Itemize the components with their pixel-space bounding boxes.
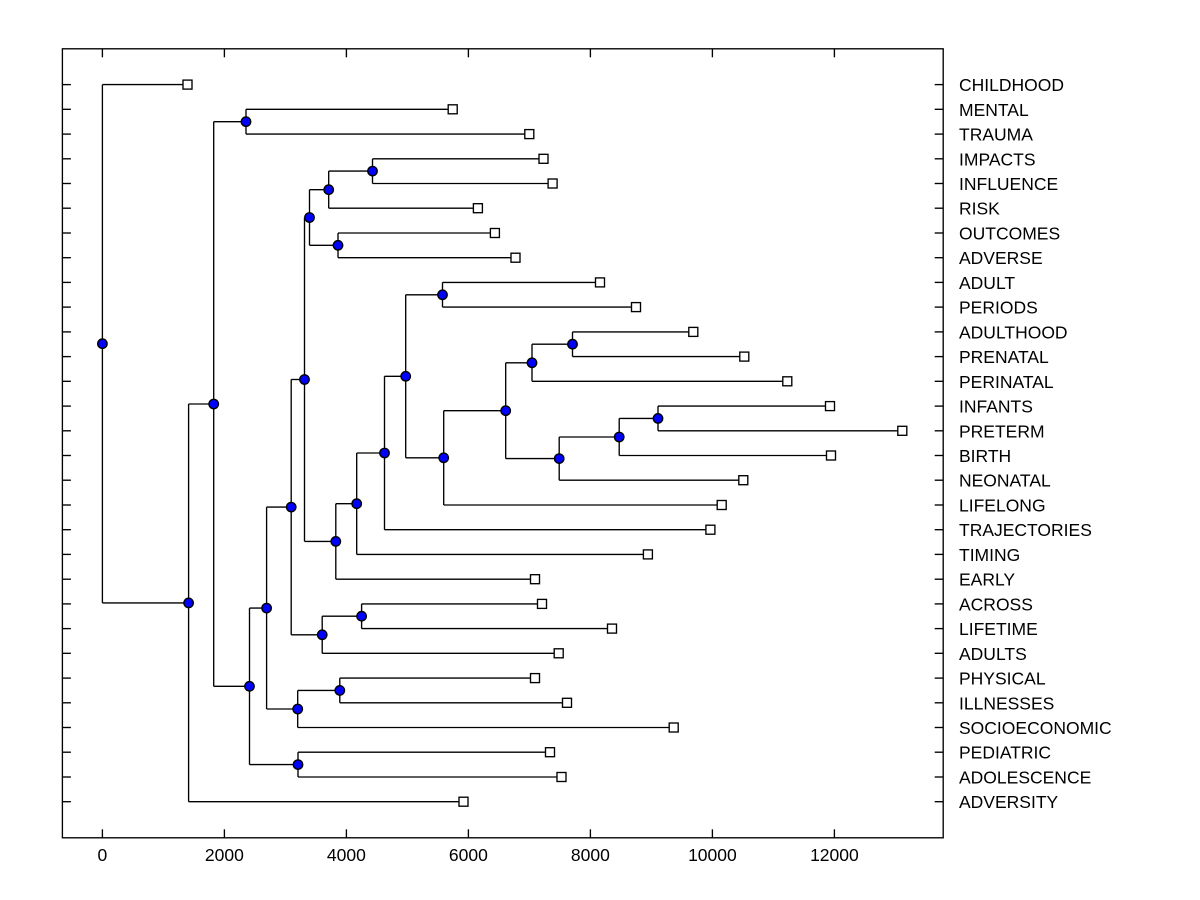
svg-text:EARLY: EARLY xyxy=(959,570,1015,590)
svg-text:PRENATAL: PRENATAL xyxy=(959,347,1049,367)
svg-text:INFLUENCE: INFLUENCE xyxy=(959,174,1058,194)
svg-text:OUTCOMES: OUTCOMES xyxy=(959,224,1060,244)
svg-text:ADVERSITY: ADVERSITY xyxy=(959,792,1059,812)
svg-text:4000: 4000 xyxy=(327,845,366,865)
svg-text:MENTAL: MENTAL xyxy=(959,100,1029,120)
svg-text:ADULT: ADULT xyxy=(959,273,1015,293)
svg-text:ADVERSE: ADVERSE xyxy=(959,248,1043,268)
svg-text:12000: 12000 xyxy=(810,845,859,865)
svg-text:ACROSS: ACROSS xyxy=(959,594,1033,614)
svg-text:PERIODS: PERIODS xyxy=(959,298,1038,318)
svg-text:NEONATAL: NEONATAL xyxy=(959,471,1051,491)
svg-text:10000: 10000 xyxy=(688,845,737,865)
svg-text:CHILDHOOD: CHILDHOOD xyxy=(959,75,1064,95)
svg-text:PERINATAL: PERINATAL xyxy=(959,372,1054,392)
svg-text:IMPACTS: IMPACTS xyxy=(959,149,1036,169)
svg-text:TRAUMA: TRAUMA xyxy=(959,125,1033,145)
svg-text:6000: 6000 xyxy=(449,845,488,865)
svg-text:2000: 2000 xyxy=(205,845,244,865)
svg-text:ADOLESCENCE: ADOLESCENCE xyxy=(959,768,1091,788)
svg-text:LIFETIME: LIFETIME xyxy=(959,619,1038,639)
svg-text:PHYSICAL: PHYSICAL xyxy=(959,669,1046,689)
svg-text:ADULTHOOD: ADULTHOOD xyxy=(959,322,1068,342)
svg-text:PRETERM: PRETERM xyxy=(959,421,1045,441)
svg-text:LIFELONG: LIFELONG xyxy=(959,496,1046,516)
svg-text:8000: 8000 xyxy=(571,845,610,865)
svg-text:ADULTS: ADULTS xyxy=(959,644,1027,664)
svg-text:ILLNESSES: ILLNESSES xyxy=(959,693,1054,713)
svg-text:TIMING: TIMING xyxy=(959,545,1020,565)
svg-text:TRAJECTORIES: TRAJECTORIES xyxy=(959,520,1092,540)
svg-text:INFANTS: INFANTS xyxy=(959,397,1033,417)
svg-text:RISK: RISK xyxy=(959,199,1000,219)
svg-text:BIRTH: BIRTH xyxy=(959,446,1011,466)
svg-text:0: 0 xyxy=(98,845,108,865)
svg-text:SOCIOECONOMIC: SOCIOECONOMIC xyxy=(959,718,1112,738)
svg-text:PEDIATRIC: PEDIATRIC xyxy=(959,743,1051,763)
